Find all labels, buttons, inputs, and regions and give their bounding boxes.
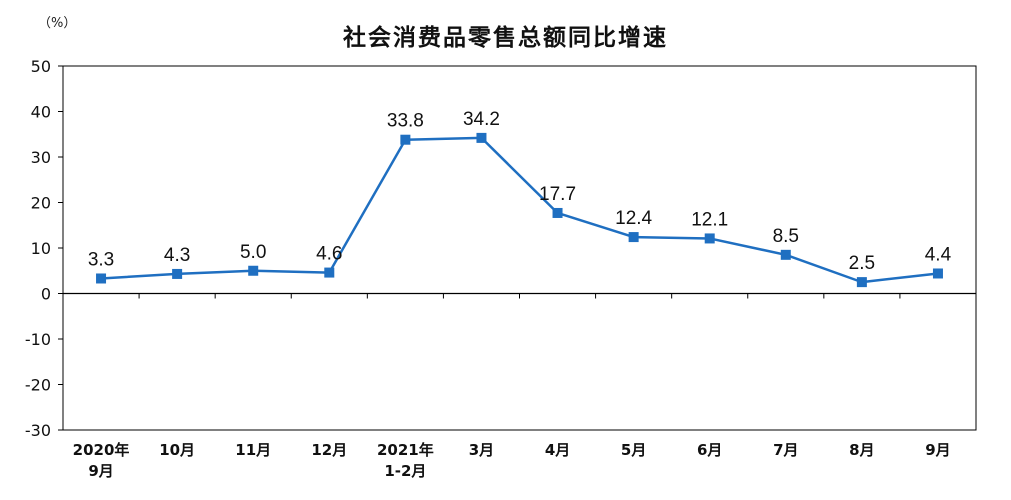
chart-title: 社会消费品零售总额同比增速	[343, 25, 668, 51]
data-label: 17.7	[539, 184, 576, 205]
data-point-marker	[552, 207, 563, 218]
data-point-marker	[400, 134, 411, 145]
x-tick-label: 6月	[697, 441, 722, 459]
data-label: 4.4	[925, 244, 952, 265]
data-label: 2.5	[849, 253, 875, 274]
x-tick-label: 8月	[849, 441, 874, 459]
series-line	[100, 136, 939, 284]
y-tick-label: 40	[31, 103, 51, 122]
data-point-marker	[476, 132, 487, 143]
y-tick-label: 30	[31, 148, 51, 167]
data-point-marker	[248, 265, 259, 276]
x-tick-label: 11月	[235, 441, 271, 459]
data-point-marker	[704, 233, 715, 244]
y-tick-label: 50	[31, 57, 51, 76]
x-tick-label-line2: 9月	[88, 462, 113, 480]
x-tick-label: 2020年	[73, 441, 130, 459]
data-point-marker	[172, 268, 183, 279]
data-label: 3.3	[88, 249, 114, 270]
data-point-marker	[856, 277, 867, 288]
x-tick-label: 2021年	[377, 441, 434, 459]
y-tick-label: 10	[31, 239, 51, 258]
y-tick-label: 0	[41, 285, 51, 304]
data-point-marker	[96, 273, 107, 284]
y-axis-unit: （%）	[38, 16, 77, 31]
x-tick-label: 12月	[311, 441, 347, 459]
x-tick-label: 4月	[545, 441, 570, 459]
y-tick-label: 20	[31, 194, 51, 213]
y-tick-label: -20	[25, 376, 51, 395]
x-tick-label: 5月	[621, 441, 646, 459]
data-label: 5.0	[240, 242, 266, 263]
data-point-marker	[324, 267, 335, 278]
y-tick-label: -10	[25, 330, 51, 349]
plot-area-frame	[62, 65, 977, 431]
y-tick-label: -30	[25, 421, 51, 440]
x-tick-label: 7月	[773, 441, 798, 459]
data-point-marker	[932, 268, 943, 279]
x-tick-label: 3月	[469, 441, 494, 459]
x-tick-label-line2: 1-2月	[384, 462, 426, 480]
data-label: 4.6	[316, 244, 342, 265]
data-label: 8.5	[773, 226, 799, 247]
x-tick-label: 10月	[159, 441, 195, 459]
data-label: 33.8	[387, 111, 424, 132]
data-label: 34.2	[463, 109, 500, 130]
x-tick-label: 9月	[925, 441, 950, 459]
data-point-marker	[628, 232, 639, 243]
data-label: 12.4	[615, 208, 652, 229]
data-label: 12.1	[691, 209, 728, 230]
data-point-marker	[780, 249, 791, 260]
data-label: 4.3	[164, 245, 190, 266]
